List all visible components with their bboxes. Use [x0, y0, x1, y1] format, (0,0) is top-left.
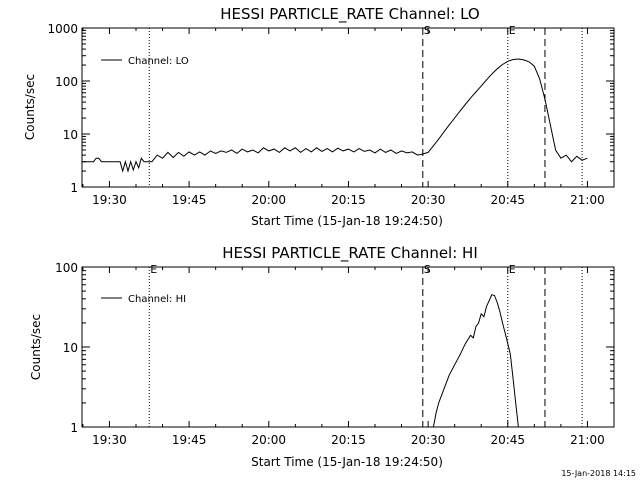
hi-y-tick-label-1: 10: [63, 341, 78, 355]
hi-x-axis-label: Start Time (15-Jan-18 19:24:50): [251, 455, 443, 469]
lo-x-tick-label-4: 20:30: [411, 193, 446, 207]
lo-y-tick-label-3: 1000: [47, 22, 78, 36]
hi-x-tick-label-1: 19:45: [172, 433, 207, 447]
hi-x-tick-label-4: 20:30: [411, 433, 446, 447]
lo-y-tick-label-2: 100: [55, 75, 78, 89]
lo-plot-frame: [81, 27, 615, 188]
hi-y-tick-label-0: 1: [70, 421, 78, 435]
hi-x-tick-label-0: 19:30: [92, 433, 127, 447]
lo-y-tick-label-0: 1: [70, 181, 78, 195]
hi-x-ticks: 19:30 19:45 20:00 20:15 20:30 20:45 21:00: [82, 267, 605, 447]
lo-marker-label-2: E: [509, 24, 516, 37]
hi-plot-frame: [81, 266, 615, 428]
hi-x-tick-label-3: 20:15: [331, 433, 366, 447]
hi-x-tick-label-5: 20:45: [490, 433, 525, 447]
lo-x-ticks: 19:30 19:45 20:00 20:15 20:30 20:45 21:00: [82, 28, 605, 207]
lo-x-tick-label-0: 19:30: [92, 193, 127, 207]
lo-x-tick-label-1: 19:45: [172, 193, 207, 207]
lo-chart-title: HESSI PARTICLE_RATE Channel: LO: [220, 5, 479, 24]
lo-x-tick-label-3: 20:15: [331, 193, 366, 207]
hi-y-ticks: 1 10 100: [55, 261, 614, 435]
lo-series-line: [82, 58, 588, 173]
hi-y-tick-label-2: 100: [55, 261, 78, 275]
hi-marker-label-2: E: [509, 263, 516, 276]
lo-y-ticks: 1 10 100 1000: [47, 22, 614, 195]
hi-x-tick-label-6: 21:00: [570, 433, 605, 447]
hi-y-axis-label: Counts/sec: [29, 314, 43, 380]
lo-y-axis-label: Counts/sec: [23, 74, 37, 140]
hi-legend: Channel: HI: [101, 294, 186, 305]
lo-channel-panel: HESSI PARTICLE_RATE Channel: LO 19:30 19:…: [23, 5, 615, 228]
hi-x-tick-label-2: 20:00: [251, 433, 286, 447]
lo-x-tick-label-2: 20:00: [251, 193, 286, 207]
hi-marker-label-1: S: [424, 263, 431, 276]
lo-x-tick-label-5: 20:45: [490, 193, 525, 207]
lo-x-tick-label-6: 21:00: [570, 193, 605, 207]
timestamp-footer: 15-Jan-2018 14:15: [561, 469, 636, 478]
lo-legend: Channel: LO: [101, 56, 189, 67]
lo-x-axis-label: Start Time (15-Jan-18 19:24:50): [251, 214, 443, 228]
lo-y-tick-label-1: 10: [63, 128, 78, 142]
hi-series-line: [432, 294, 519, 428]
hi-channel-panel: HESSI PARTICLE_RATE Channel: HI 19:30 19:…: [29, 244, 615, 469]
hi-chart-title: HESSI PARTICLE_RATE Channel: HI: [222, 244, 478, 263]
hi-marker-label-0: E: [150, 263, 157, 276]
lo-legend-label: Channel: LO: [128, 56, 189, 67]
hi-legend-label: Channel: HI: [128, 294, 186, 305]
lo-marker-label-1: S: [424, 24, 431, 37]
